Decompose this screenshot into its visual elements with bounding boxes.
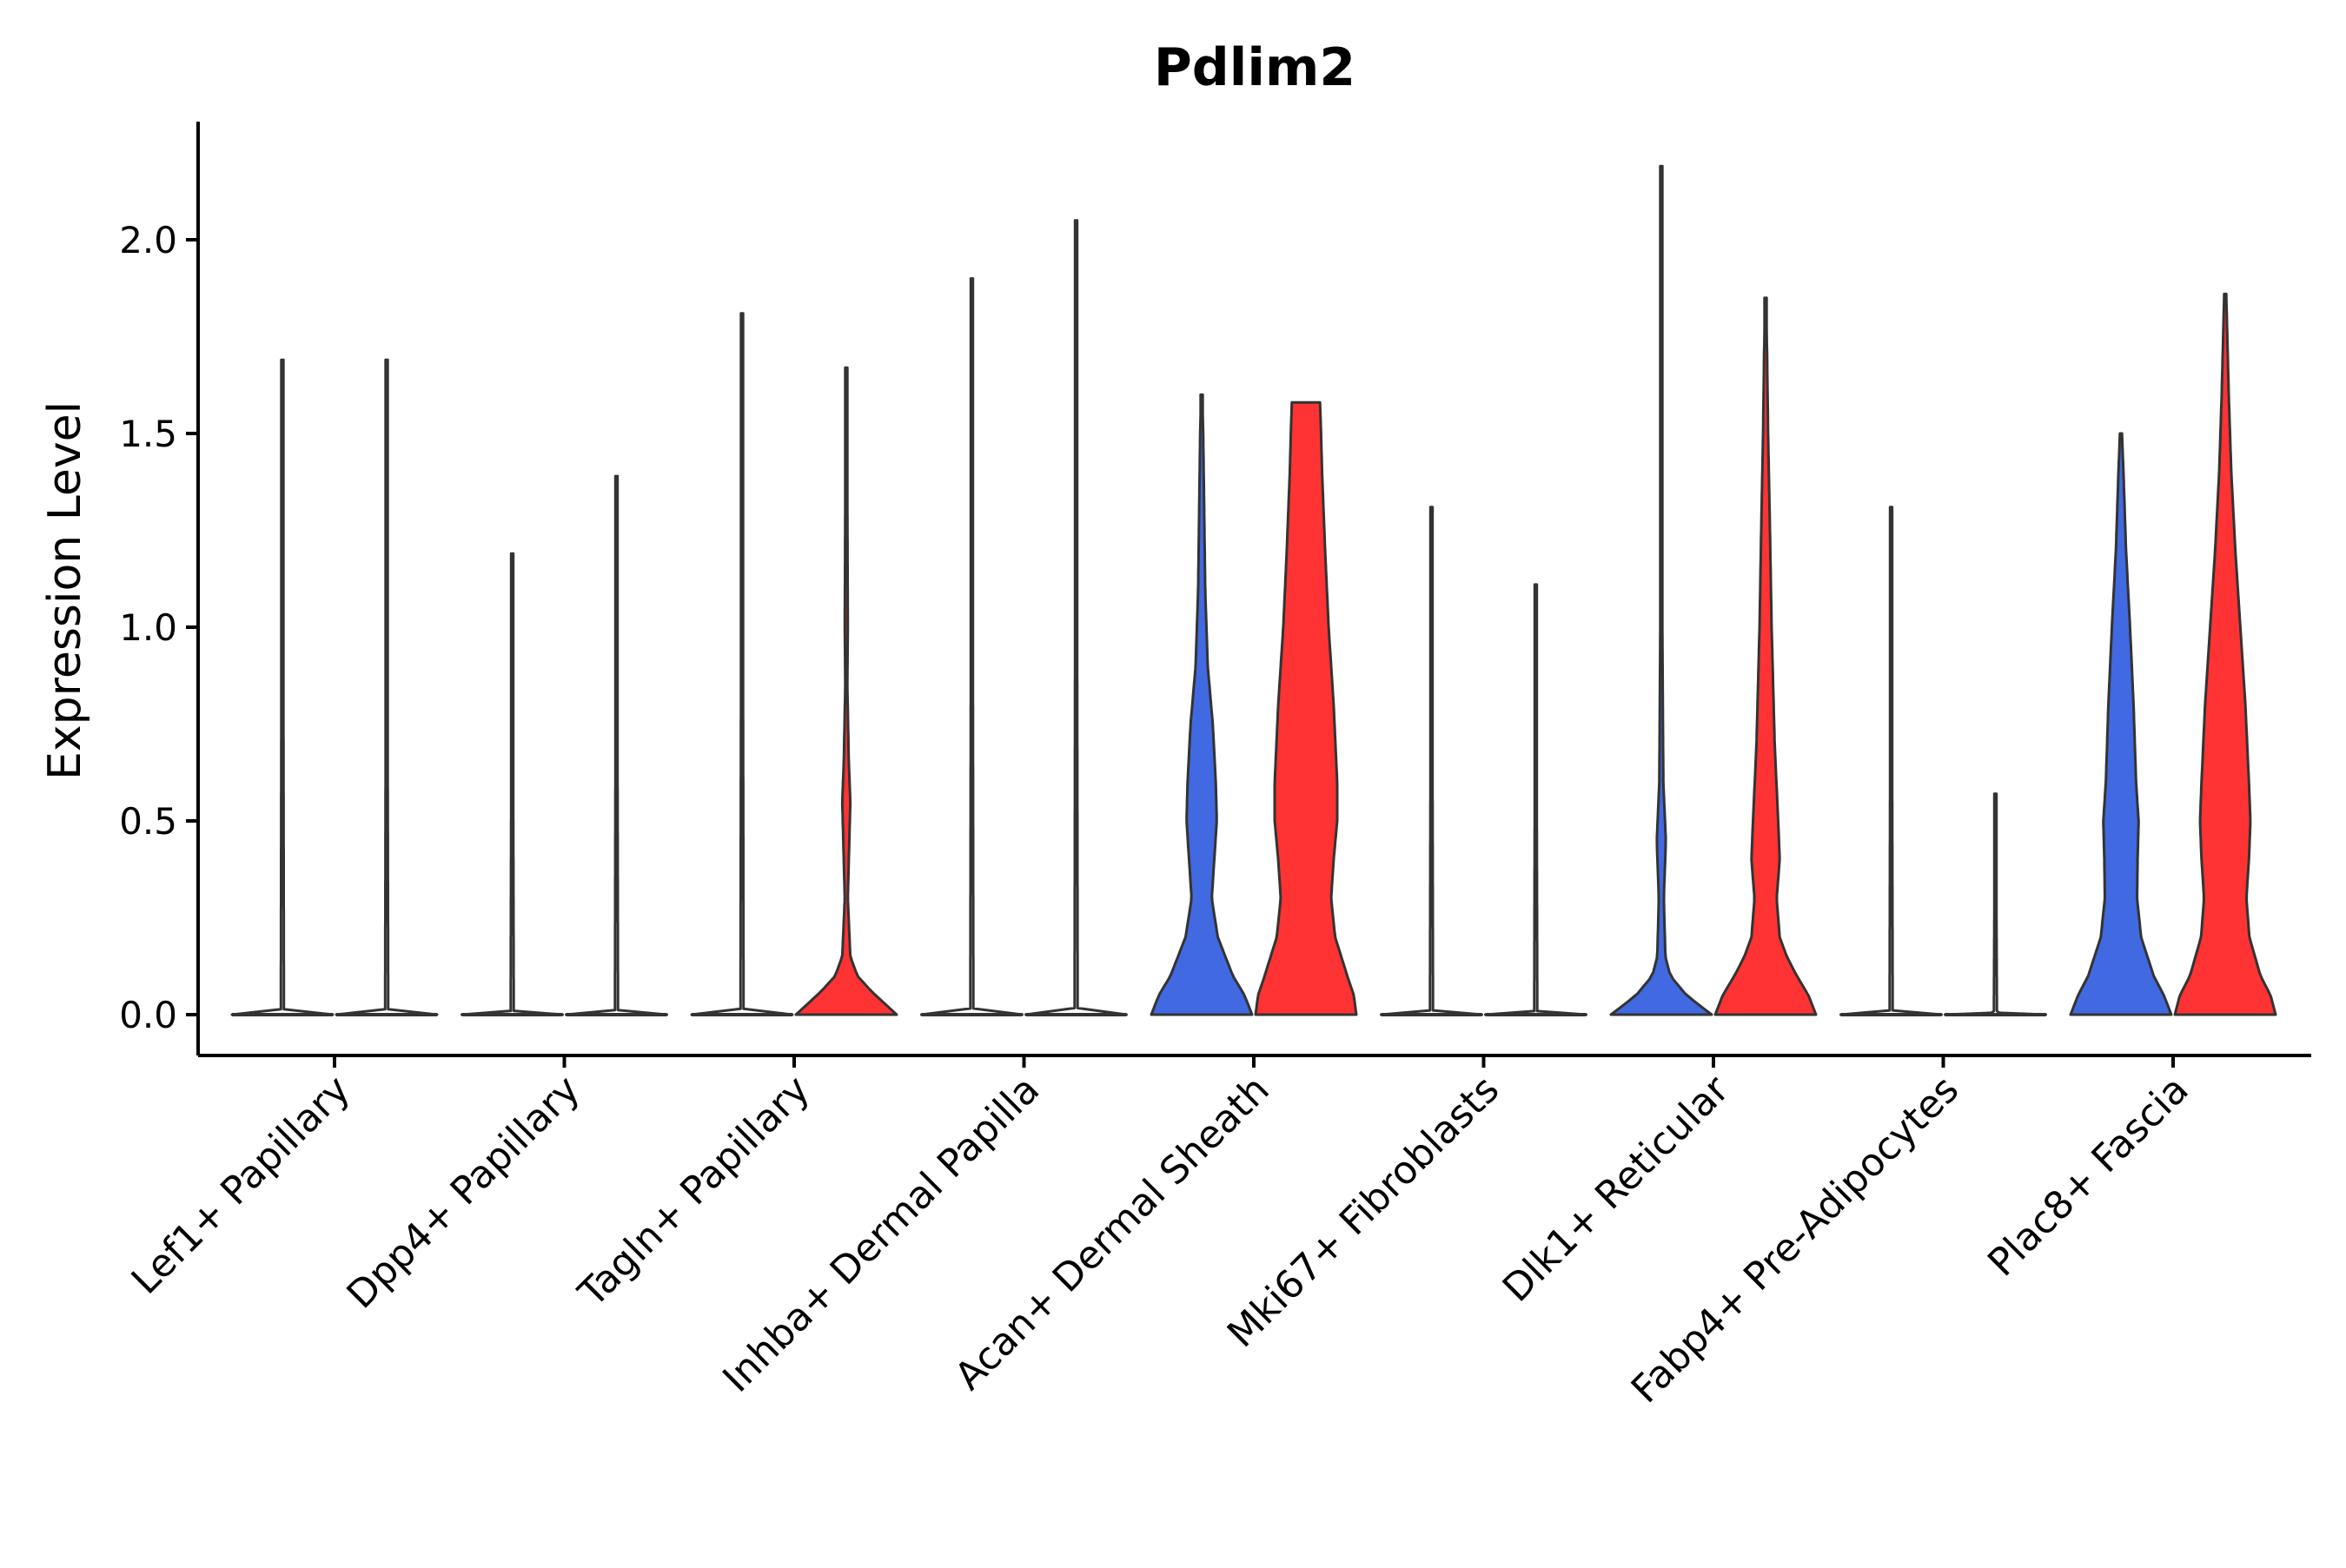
x-tick-label: Tagln+ Papillary xyxy=(570,1068,818,1316)
x-tick-label: Plac8+ Fascia xyxy=(1979,1068,2197,1286)
y-tick-label: 0.5 xyxy=(119,800,177,843)
violin-2-mki67-fibroblasts xyxy=(1484,583,1587,1016)
y-tick-label: 2.0 xyxy=(119,219,177,261)
violin-1-acan-dermal-sheath xyxy=(1150,393,1254,1016)
violin-2-acan-dermal-sheath xyxy=(1254,400,1358,1016)
violin-layer xyxy=(230,164,2277,1016)
y-tick-label: 0.0 xyxy=(119,994,177,1036)
y-axis-title: Expression Level xyxy=(39,401,91,780)
x-tick-label: Dpp4+ Papillary xyxy=(339,1068,589,1318)
violin-2-tagln-papillary xyxy=(794,366,898,1016)
violin-1-dpp4-papillary xyxy=(461,552,564,1016)
violin-2-dpp4-papillary xyxy=(565,474,668,1016)
x-tick-label: Lef1+ Papillary xyxy=(123,1068,359,1303)
chart-title: Pdlim2 xyxy=(1154,37,1355,98)
violin-2-plac8-fascia xyxy=(2173,292,2277,1016)
violin-2-lef1-papillary xyxy=(335,358,439,1016)
y-tick-label: 1.0 xyxy=(119,606,177,649)
violin-1-inhba-dermal-papilla xyxy=(920,277,1024,1016)
violin-1-plac8-fascia xyxy=(2069,432,2173,1016)
violin-1-lef1-papillary xyxy=(230,358,335,1016)
violin-1-mki67-fibroblasts xyxy=(1380,506,1483,1016)
violin-2-dlk1-reticular xyxy=(1713,296,1818,1016)
violin-1-fabp4-pre-adipocytes xyxy=(1839,506,1943,1016)
violin-1-tagln-papillary xyxy=(690,312,794,1016)
x-tick-label: Dlk1+ Reticular xyxy=(1494,1067,1739,1311)
violin-2-inhba-dermal-papilla xyxy=(1024,219,1128,1016)
violin-2-fabp4-pre-adipocytes xyxy=(1944,792,2047,1016)
violin-1-dlk1-reticular xyxy=(1609,164,1713,1016)
y-tick-label: 1.5 xyxy=(119,413,177,455)
